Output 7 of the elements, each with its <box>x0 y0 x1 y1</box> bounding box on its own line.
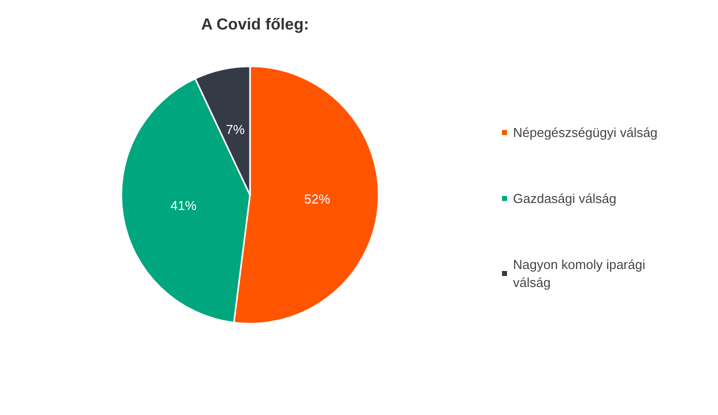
legend-label: Nagyon komoly iparági válság <box>513 257 649 290</box>
data-label: 52% <box>304 192 331 207</box>
chart-title: A Covid főleg: <box>201 16 309 34</box>
data-label: 7% <box>226 122 246 137</box>
legend-label: Népegészségügyi válság <box>513 125 658 140</box>
data-label: 41% <box>170 198 197 214</box>
legend-label: Gazdasági válság <box>513 191 616 206</box>
